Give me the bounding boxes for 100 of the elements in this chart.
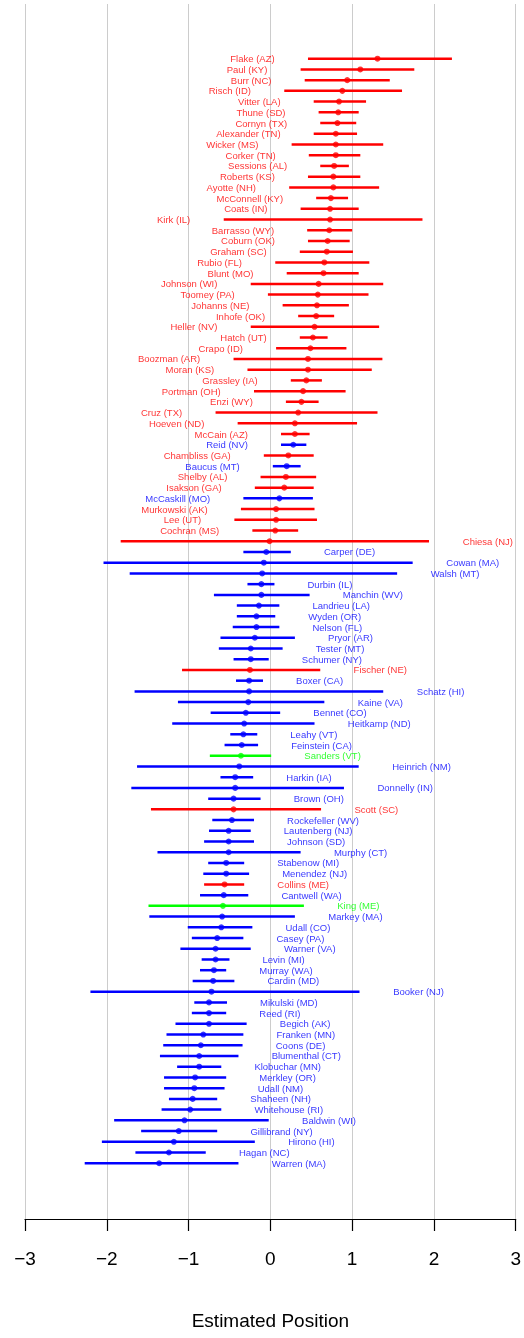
y-tick-label: Toomey (PA)	[180, 289, 235, 301]
y-tick-label: Feinstein (CA)	[291, 739, 352, 751]
y-tick-label: Cochran (MS)	[160, 525, 220, 537]
y-tick-label: Schatz (HI)	[416, 685, 465, 697]
y-tick-label: Murray (WA)	[259, 964, 313, 976]
y-tick-label: Udall (NM)	[257, 1082, 304, 1094]
y-tick-label: Rubio (FL)	[197, 256, 243, 268]
y-tick-label: Alexander (TN)	[216, 128, 281, 140]
y-tick-label: Baucus (MT)	[185, 460, 240, 472]
y-tick-label: Markey (MA)	[328, 911, 383, 923]
y-tick-label: Collins (ME)	[277, 878, 330, 890]
y-tick-label: Leahy (VT)	[290, 728, 338, 740]
y-tick-label: McConnell (KY)	[216, 192, 284, 204]
y-tick-label: Warner (VA)	[283, 943, 336, 955]
y-tick-label: Franken (MN)	[276, 1029, 336, 1041]
y-tick-label: King (ME)	[337, 900, 380, 912]
y-tick-label: Murphy (CT)	[333, 846, 388, 858]
y-tick-label: Hagan (NC)	[238, 1147, 290, 1159]
y-tick-label: Brown (OH)	[293, 793, 344, 805]
y-tick-label: Flake (AZ)	[230, 53, 275, 65]
y-tick-label: Wyden (OR)	[308, 610, 362, 622]
y-tick-label: Heller (NV)	[170, 321, 218, 333]
y-tick-label: Pryor (AR)	[328, 632, 373, 644]
y-tick-label: Kaine (VA)	[357, 696, 403, 708]
y-tick-label: Heinrich (NM)	[392, 760, 451, 772]
y-tick-label: Harkin (IA)	[286, 771, 332, 783]
y-tick-label: Carper (DE)	[323, 546, 376, 558]
y-tick-label: Hatch (UT)	[220, 332, 267, 344]
y-tick-label: Begich (AK)	[279, 1018, 331, 1030]
y-tick-label: Bennet (CO)	[313, 707, 367, 719]
y-tick-label: Hoeven (ND)	[148, 417, 205, 429]
x-tick-label: −2	[95, 1248, 118, 1269]
y-tick-label: Reed (RI)	[259, 1007, 301, 1019]
y-tick-label: Levin (MI)	[262, 953, 305, 965]
y-tick-label: Blunt (MO)	[207, 267, 254, 279]
y-tick-label: Paul (KY)	[226, 63, 268, 75]
y-tick-label: Cornyn (TX)	[235, 117, 288, 129]
y-tick-label: Crapo (ID)	[198, 342, 243, 354]
y-tick-label: Portman (OH)	[161, 385, 221, 397]
y-tick-label: Johnson (WI)	[160, 278, 218, 290]
y-tick-label: Chiesa (NJ)	[462, 535, 513, 547]
y-tick-label: Shaheen (NH)	[250, 1093, 312, 1105]
y-tick-label: Udall (CO)	[285, 921, 331, 933]
x-tick-label: 1	[346, 1248, 358, 1269]
y-tick-label: Cruz (TX)	[141, 407, 183, 419]
y-tick-label: Graham (SC)	[210, 246, 267, 258]
x-tick-label: 2	[428, 1248, 440, 1269]
y-tick-label: Shelby (AL)	[177, 471, 228, 483]
y-tick-label: Whitehouse (RI)	[254, 1104, 324, 1116]
y-tick-label: Walsh (MT)	[430, 567, 480, 579]
y-tick-label: Booker (NJ)	[393, 986, 444, 998]
y-tick-label: Klobuchar (MN)	[254, 1061, 321, 1073]
y-tick-label: Inhofe (OK)	[215, 310, 266, 322]
y-tick-label: Wicker (MS)	[206, 138, 259, 150]
y-tick-label: Donnelly (IN)	[377, 782, 433, 794]
y-tick-label: Cowan (MA)	[446, 557, 500, 569]
y-tick-label: Moran (KS)	[165, 364, 215, 376]
y-tick-label: Landrieu (LA)	[312, 600, 371, 612]
y-tick-label: Burr (NC)	[230, 74, 272, 86]
x-tick-label: −3	[14, 1248, 36, 1269]
y-tick-label: Grassley (IA)	[202, 374, 258, 386]
y-tick-label: Johanns (NE)	[191, 299, 250, 311]
x-tick-label: 0	[265, 1248, 276, 1269]
y-tick-label: Ayotte (NH)	[206, 181, 256, 193]
y-tick-label: Reid (NV)	[206, 439, 248, 451]
y-tick-label: Cardin (MD)	[267, 975, 320, 987]
y-tick-label: Coats (IN)	[224, 203, 268, 215]
y-tick-label: Gillibrand (NY)	[250, 1125, 313, 1137]
y-tick-label: Corker (TN)	[225, 149, 276, 161]
y-tick-label: Risch (ID)	[208, 85, 251, 97]
y-tick-label: Sanders (VT)	[304, 750, 361, 762]
y-tick-label: Durbin (IL)	[307, 578, 353, 590]
y-tick-label: Tester (MT)	[315, 643, 365, 654]
y-tick-label: Merkley (OR)	[259, 1071, 316, 1083]
y-tick-label: Enzi (WY)	[210, 396, 253, 408]
y-tick-label: Casey (PA)	[276, 932, 325, 944]
y-tick-label: Coons (DE)	[275, 1039, 326, 1051]
y-tick-label: Boozman (AR)	[137, 353, 201, 365]
y-tick-label: Scott (SC)	[354, 803, 399, 815]
y-tick-label: Lautenberg (NJ)	[283, 825, 353, 837]
y-tick-label: Baldwin (WI)	[302, 1114, 356, 1126]
y-tick-label: Lee (UT)	[163, 514, 202, 526]
y-tick-label: Warren (MA)	[271, 1157, 326, 1169]
y-tick-label: Stabenow (MI)	[277, 857, 340, 869]
y-tick-label: Mikulski (MD)	[260, 996, 318, 1008]
y-tick-label: Kirk (IL)	[157, 214, 191, 226]
y-tick-label: Sessions (AL)	[228, 160, 288, 172]
y-tick-label: Schumer (NY)	[301, 653, 362, 665]
y-tick-label: Hirono (HI)	[288, 1136, 335, 1148]
y-tick-label: Roberts (KS)	[219, 171, 275, 183]
y-tick-label: Thune (SD)	[236, 106, 286, 118]
y-tick-label: Nelson (FL)	[312, 621, 363, 633]
x-tick-label: −1	[177, 1248, 200, 1269]
y-tick-label: Coburn (OK)	[221, 235, 275, 247]
y-tick-label: Menendez (NJ)	[282, 868, 348, 880]
y-tick-label: Johnson (SD)	[287, 836, 346, 848]
y-tick-label: Rockefeller (WV)	[287, 814, 359, 826]
x-tick-label: 3	[510, 1248, 522, 1269]
y-tick-label: Cantwell (WA)	[281, 889, 342, 901]
y-tick-label: McCain (AZ)	[194, 428, 248, 440]
